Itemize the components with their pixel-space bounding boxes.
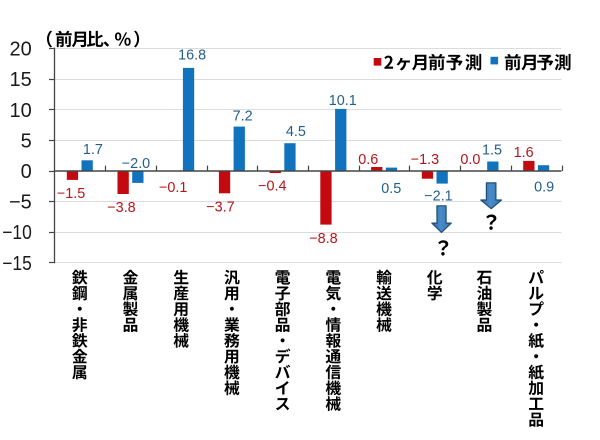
svg-text:−5: −5 [9,192,32,214]
svg-text:7.2: 7.2 [233,109,253,125]
svg-text:10.1: 10.1 [329,93,357,109]
svg-text:0.6: 0.6 [358,152,378,168]
svg-text:−3.8: −3.8 [107,200,135,216]
svg-text:1.5: 1.5 [482,142,502,158]
svg-text:5: 5 [21,130,32,152]
svg-text:−1.3: −1.3 [411,152,439,168]
svg-text:1.7: 1.7 [83,142,103,158]
svg-text:16.8: 16.8 [178,48,206,64]
svg-text:0.5: 0.5 [381,181,401,197]
svg-text:1.6: 1.6 [514,145,534,161]
svg-text:0.0: 0.0 [460,152,480,168]
svg-text:15: 15 [10,69,32,91]
svg-text:0: 0 [21,161,32,183]
svg-text:−2.0: −2.0 [122,156,150,172]
svg-text:−15: −15 [2,253,32,275]
svg-text:−1.5: −1.5 [57,186,85,202]
svg-text:−2.1: −2.1 [424,189,452,205]
svg-text:−10: −10 [2,222,32,244]
svg-text:20: 20 [10,39,32,61]
svg-text:0.9: 0.9 [534,180,554,196]
svg-text:−0.1: −0.1 [159,180,187,196]
svg-text:−0.4: −0.4 [258,178,286,194]
svg-text:4.5: 4.5 [286,124,306,140]
svg-text:−8.8: −8.8 [309,231,337,247]
svg-text:10: 10 [10,100,32,122]
svg-text:−3.7: −3.7 [206,200,234,216]
